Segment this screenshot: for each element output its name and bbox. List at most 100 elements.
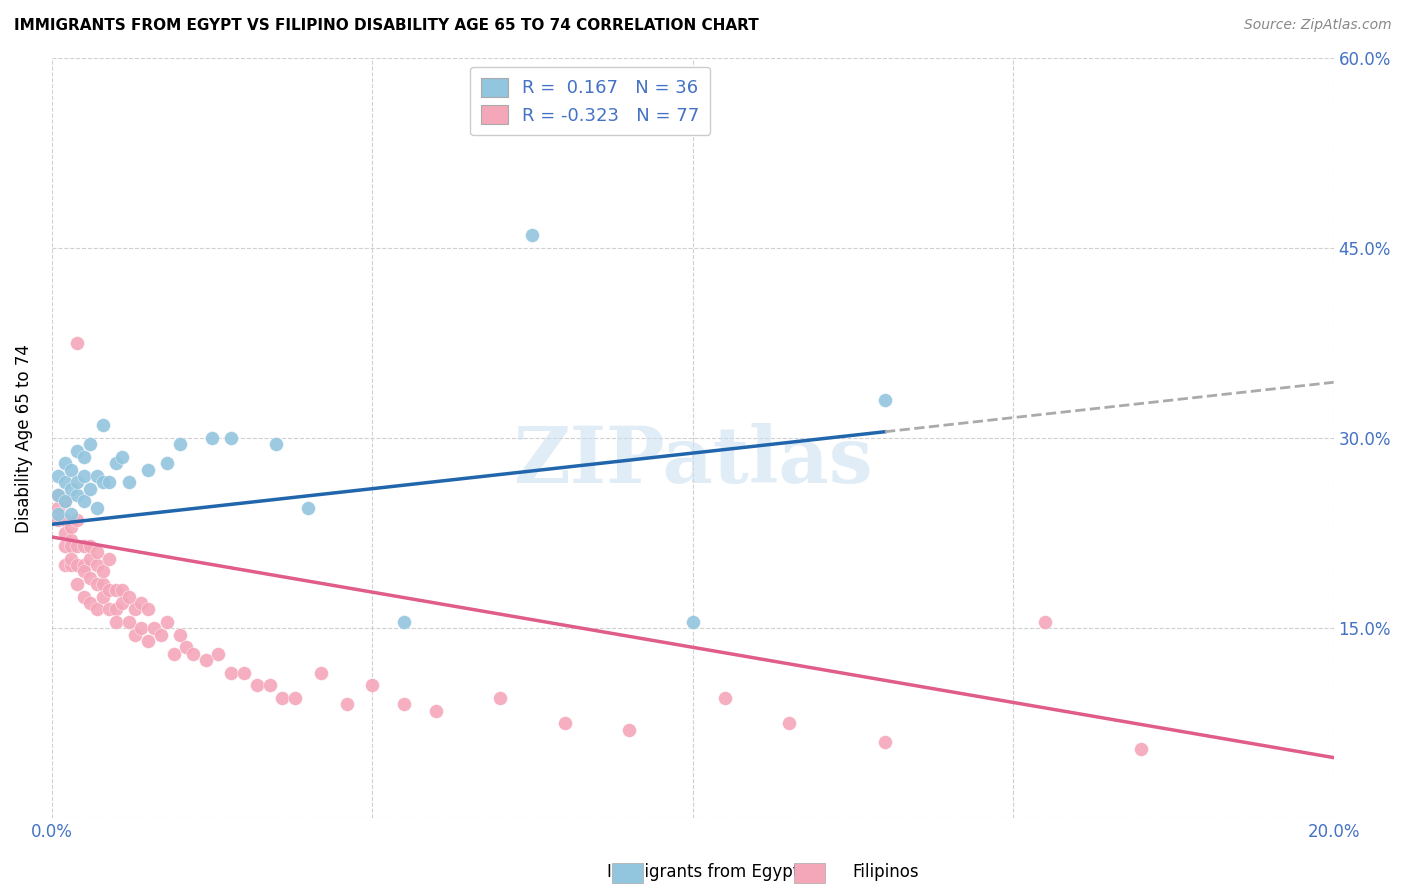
Legend: R =  0.167   N = 36, R = -0.323   N = 77: R = 0.167 N = 36, R = -0.323 N = 77	[470, 67, 710, 136]
Point	[169, 627, 191, 641]
Point	[873, 392, 896, 407]
Point	[66, 577, 89, 591]
Point	[79, 596, 101, 610]
Point	[86, 469, 108, 483]
Point	[118, 475, 141, 490]
Point	[207, 647, 229, 661]
Point	[86, 577, 108, 591]
Point	[53, 475, 76, 490]
Point	[682, 615, 704, 629]
Point	[98, 475, 121, 490]
Point	[73, 494, 96, 508]
Text: Source: ZipAtlas.com: Source: ZipAtlas.com	[1244, 18, 1392, 32]
Point	[86, 500, 108, 515]
Point	[66, 539, 89, 553]
Point	[124, 602, 146, 616]
Point	[53, 539, 76, 553]
Text: IMMIGRANTS FROM EGYPT VS FILIPINO DISABILITY AGE 65 TO 74 CORRELATION CHART: IMMIGRANTS FROM EGYPT VS FILIPINO DISABI…	[14, 18, 759, 33]
Point	[53, 526, 76, 541]
Point	[149, 627, 172, 641]
Point	[136, 602, 159, 616]
Point	[124, 627, 146, 641]
Point	[713, 691, 735, 706]
Point	[104, 583, 127, 598]
Point	[394, 698, 416, 712]
Point	[86, 558, 108, 572]
Point	[111, 450, 134, 464]
Point	[873, 735, 896, 749]
Point	[271, 691, 294, 706]
Point	[297, 500, 319, 515]
Point	[46, 507, 69, 521]
Point	[73, 590, 96, 604]
Point	[284, 691, 307, 706]
Point	[118, 615, 141, 629]
Point	[79, 551, 101, 566]
Point	[46, 500, 69, 515]
Point	[162, 647, 184, 661]
Point	[131, 621, 153, 635]
Point	[86, 602, 108, 616]
Point	[104, 457, 127, 471]
Point	[79, 539, 101, 553]
Point	[176, 640, 198, 655]
Text: Immigrants from Egypt: Immigrants from Egypt	[607, 863, 799, 881]
Point	[73, 564, 96, 578]
Point	[66, 488, 89, 502]
Text: Filipinos: Filipinos	[852, 863, 920, 881]
Point	[264, 437, 287, 451]
Point	[617, 723, 640, 737]
Point	[201, 431, 224, 445]
Point	[553, 716, 575, 731]
Point	[1130, 741, 1153, 756]
Point	[46, 514, 69, 528]
Point	[104, 602, 127, 616]
Point	[73, 558, 96, 572]
Point	[66, 514, 89, 528]
Point	[169, 437, 191, 451]
Point	[111, 583, 134, 598]
Point	[98, 602, 121, 616]
Point	[91, 564, 114, 578]
Point	[59, 551, 82, 566]
Point	[66, 335, 89, 350]
Point	[59, 482, 82, 496]
Point	[66, 558, 89, 572]
Point	[104, 615, 127, 629]
Point	[118, 590, 141, 604]
Point	[489, 691, 512, 706]
Point	[194, 653, 217, 667]
Point	[53, 494, 76, 508]
Point	[181, 647, 204, 661]
Point	[219, 665, 242, 680]
Point	[91, 418, 114, 433]
Point	[73, 450, 96, 464]
Point	[219, 431, 242, 445]
Point	[98, 551, 121, 566]
Point	[156, 457, 179, 471]
Point	[46, 488, 69, 502]
Point	[59, 463, 82, 477]
Point	[59, 533, 82, 547]
Point	[53, 514, 76, 528]
Point	[233, 665, 256, 680]
Point	[336, 698, 359, 712]
Point	[131, 596, 153, 610]
Point	[136, 634, 159, 648]
Point	[59, 558, 82, 572]
Point	[79, 570, 101, 584]
Point	[46, 488, 69, 502]
Point	[522, 228, 544, 243]
Point	[66, 443, 89, 458]
Point	[425, 704, 447, 718]
Point	[91, 590, 114, 604]
Point	[53, 558, 76, 572]
Point	[86, 545, 108, 559]
Point	[136, 463, 159, 477]
Point	[156, 615, 179, 629]
Text: ZIPatlas: ZIPatlas	[513, 423, 873, 499]
Point	[53, 457, 76, 471]
Point	[143, 621, 166, 635]
Point	[46, 469, 69, 483]
Point	[259, 678, 281, 692]
